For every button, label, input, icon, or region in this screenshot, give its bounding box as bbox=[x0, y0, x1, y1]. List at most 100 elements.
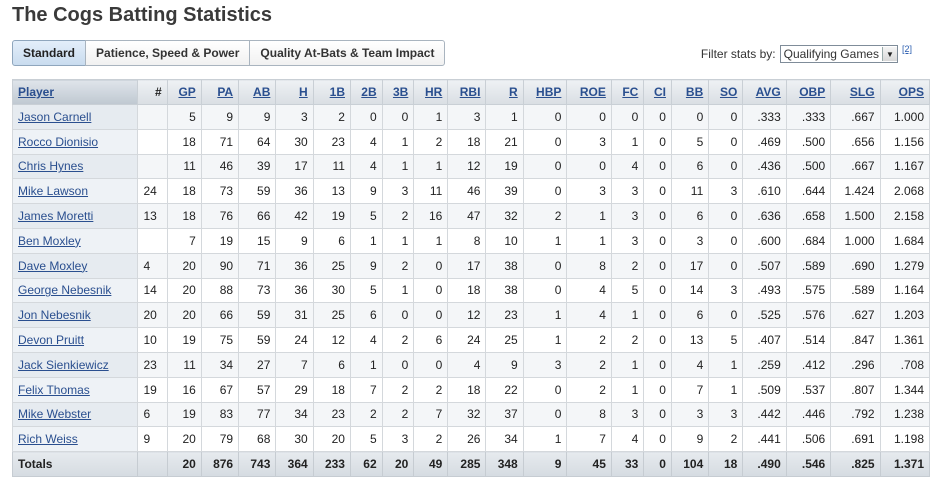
sort-link[interactable]: RBI bbox=[459, 85, 481, 99]
player-link[interactable]: Rocco Dionisio bbox=[18, 134, 99, 149]
sort-link[interactable]: BB bbox=[685, 85, 704, 99]
column-header-ci[interactable]: CI bbox=[643, 79, 672, 105]
player-cell[interactable]: Chris Hynes bbox=[11, 153, 139, 180]
column-header-h[interactable]: H bbox=[275, 79, 314, 105]
column-header-3b[interactable]: 3B bbox=[381, 79, 415, 105]
player-link[interactable]: George Nebesnik bbox=[18, 283, 112, 298]
stat-cell: 26 bbox=[447, 426, 487, 453]
column-header-r[interactable]: R bbox=[485, 79, 524, 105]
player-link[interactable]: Ben Moxley bbox=[18, 233, 81, 248]
sort-link[interactable]: SLG bbox=[849, 85, 875, 99]
player-cell[interactable]: Rich Weiss bbox=[11, 426, 139, 453]
player-link[interactable]: Chris Hynes bbox=[18, 159, 84, 174]
table-row: Felix Thomas 19 16 67 57 29 18 7 2 2 18 22 0 2 1 0 7 1.50… bbox=[11, 376, 931, 403]
player-cell[interactable]: Mike Webster bbox=[11, 401, 139, 428]
column-header-roe[interactable]: ROE bbox=[566, 79, 612, 105]
stat-cell: 0 bbox=[413, 252, 449, 279]
tab-quality-at-bats[interactable]: Quality At-Bats & Team Impact bbox=[249, 40, 446, 66]
stat-cell: 66 bbox=[238, 203, 277, 229]
stat-cell: .684 bbox=[785, 227, 832, 254]
player-link[interactable]: Jon Nebesnik bbox=[18, 308, 91, 323]
stat-cell: 0 bbox=[643, 302, 672, 329]
player-cell[interactable]: Jack Sienkiewicz bbox=[11, 351, 139, 378]
sort-link[interactable]: H bbox=[299, 85, 308, 99]
totals-cell: 33 bbox=[610, 451, 645, 478]
player-cell[interactable]: Mike Lawson bbox=[11, 178, 139, 205]
footnote-link[interactable]: [2] bbox=[901, 44, 912, 54]
stat-cell: 10 bbox=[137, 327, 168, 353]
column-header-obp[interactable]: OBP bbox=[785, 79, 832, 105]
stat-cell: 1 bbox=[381, 128, 415, 155]
player-link[interactable]: Mike Webster bbox=[18, 407, 92, 422]
stat-cell: 22 bbox=[485, 376, 524, 403]
sort-link[interactable]: OPS bbox=[898, 85, 924, 99]
column-header-so[interactable]: SO bbox=[708, 79, 744, 105]
player-cell[interactable]: George Nebesnik bbox=[11, 277, 139, 304]
column-header-player[interactable]: Player bbox=[11, 79, 139, 105]
sort-link[interactable]: GP bbox=[178, 85, 196, 99]
column-header-number: # bbox=[137, 79, 168, 105]
sort-link[interactable]: AVG bbox=[755, 85, 781, 99]
sort-link[interactable]: 3B bbox=[392, 85, 409, 99]
tab-patience-speed-power[interactable]: Patience, Speed & Power bbox=[85, 40, 251, 66]
filter-select[interactable]: Qualifying Games ▼ bbox=[779, 45, 898, 63]
sort-link[interactable]: HR bbox=[425, 85, 443, 99]
player-link[interactable]: Dave Moxley bbox=[18, 258, 88, 273]
stat-cell: 2.158 bbox=[879, 203, 931, 229]
sort-link[interactable]: CI bbox=[653, 85, 666, 99]
sort-link[interactable]: OBP bbox=[799, 85, 826, 99]
sort-link[interactable]: FC bbox=[622, 85, 639, 99]
player-cell[interactable]: Felix Thomas bbox=[11, 376, 139, 403]
player-cell[interactable]: Dave Moxley bbox=[11, 252, 139, 279]
stat-cell: 9 bbox=[275, 227, 314, 254]
player-cell[interactable]: Rocco Dionisio bbox=[11, 128, 139, 155]
stat-cell: .469 bbox=[742, 128, 787, 155]
player-cell[interactable]: Jason Carnell bbox=[11, 104, 139, 130]
column-header-slg[interactable]: SLG bbox=[830, 79, 881, 105]
column-header-hbp[interactable]: HBP bbox=[522, 79, 568, 105]
stat-cell: .507 bbox=[742, 252, 787, 279]
player-cell[interactable]: James Moretti bbox=[11, 203, 139, 229]
sort-link[interactable]: 2B bbox=[361, 85, 377, 99]
player-link[interactable]: Felix Thomas bbox=[18, 382, 90, 397]
sort-link[interactable]: 1B bbox=[329, 85, 345, 99]
player-cell[interactable]: Devon Pruitt bbox=[11, 327, 139, 353]
column-header-1b[interactable]: 1B bbox=[312, 79, 351, 105]
player-link[interactable]: Jason Carnell bbox=[18, 109, 92, 124]
tab-standard[interactable]: Standard bbox=[12, 40, 87, 66]
player-cell[interactable]: Jon Nebesnik bbox=[11, 302, 139, 329]
table-row: Mike Lawson 24 18 73 59 36 13 9 3 11 46 39 0 3 3 0 11 3.6… bbox=[11, 178, 931, 205]
player-link[interactable]: James Moretti bbox=[18, 209, 94, 224]
stat-cell: 3 bbox=[610, 401, 645, 428]
column-header-ab[interactable]: AB bbox=[238, 79, 277, 105]
stat-cell: 18 bbox=[447, 128, 487, 155]
stat-cell: 2 bbox=[381, 203, 415, 229]
sort-link[interactable]: PA bbox=[217, 85, 234, 99]
stat-cell: 47 bbox=[447, 203, 487, 229]
sort-link[interactable]: Player bbox=[18, 85, 55, 99]
column-header-bb[interactable]: BB bbox=[670, 79, 710, 105]
sort-link[interactable]: SO bbox=[719, 85, 738, 99]
sort-link[interactable]: HBP bbox=[536, 85, 562, 99]
column-header-rbi[interactable]: RBI bbox=[447, 79, 487, 105]
player-cell[interactable]: Ben Moxley bbox=[11, 227, 139, 254]
chevron-down-icon[interactable]: ▼ bbox=[881, 47, 897, 61]
player-link[interactable]: Jack Sienkiewicz bbox=[18, 357, 109, 372]
sort-link[interactable]: AB bbox=[253, 85, 271, 99]
column-header-2b[interactable]: 2B bbox=[349, 79, 383, 105]
sort-link[interactable]: ROE bbox=[579, 85, 606, 99]
player-link[interactable]: Mike Lawson bbox=[18, 184, 89, 199]
column-header-gp[interactable]: GP bbox=[166, 79, 202, 105]
column-header-pa[interactable]: PA bbox=[200, 79, 240, 105]
column-header-avg[interactable]: AVG bbox=[742, 79, 787, 105]
player-link[interactable]: Rich Weiss bbox=[18, 432, 78, 447]
sort-link[interactable]: R bbox=[509, 85, 518, 99]
stat-cell: 0 bbox=[643, 327, 672, 353]
player-link[interactable]: Devon Pruitt bbox=[18, 333, 85, 348]
stat-cell: 79 bbox=[200, 426, 240, 453]
stat-cell: 83 bbox=[200, 401, 240, 428]
stat-cell: 13 bbox=[137, 203, 168, 229]
column-header-ops[interactable]: OPS bbox=[879, 79, 931, 105]
column-header-fc[interactable]: FC bbox=[610, 79, 645, 105]
column-header-hr[interactable]: HR bbox=[413, 79, 449, 105]
